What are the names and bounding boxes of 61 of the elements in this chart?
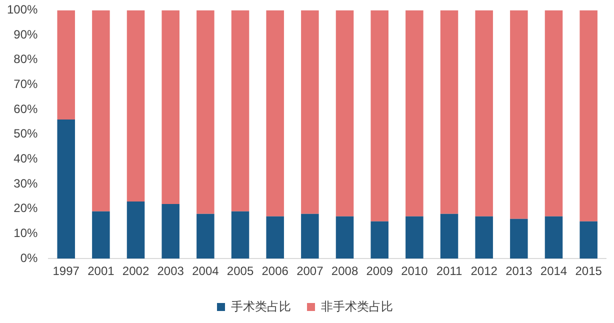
y-tick-label: 60% [14, 102, 38, 116]
x-tick-label: 1997 [52, 264, 80, 278]
bar [406, 10, 424, 216]
bar [57, 119, 75, 259]
bar [370, 10, 388, 222]
bar [266, 10, 284, 216]
x-tick-label: 2015 [575, 264, 602, 278]
legend-label: 非手术类占比 [321, 299, 393, 314]
bar [266, 216, 284, 259]
bar [162, 10, 180, 204]
x-tick-label: 2010 [401, 264, 428, 278]
x-tick-label: 2007 [296, 264, 324, 278]
bar [370, 221, 388, 259]
bar [580, 10, 598, 222]
bar [92, 211, 110, 259]
y-tick-label: 10% [14, 226, 38, 240]
bar [231, 211, 250, 259]
bar [580, 221, 598, 259]
x-tick-label: 2004 [192, 264, 220, 278]
bar [301, 10, 319, 214]
x-tick-label: 2002 [122, 264, 150, 278]
legend-label: 手术类占比 [231, 299, 291, 314]
bar [126, 201, 145, 259]
bar [57, 10, 75, 120]
x-tick-label: 2012 [470, 264, 498, 278]
x-tick-label: 2003 [157, 264, 184, 278]
x-tick-label: 2006 [262, 264, 289, 278]
y-tick-label: 90% [14, 27, 38, 42]
y-tick-label: 100% [6, 2, 38, 17]
x-tick-label: 2005 [226, 264, 254, 278]
y-tick-label: 50% [14, 126, 38, 141]
bar [406, 216, 424, 259]
bar [510, 10, 528, 219]
y-tick-label: 20% [14, 201, 38, 216]
bar [301, 214, 319, 259]
x-tick-label: 2011 [436, 264, 462, 278]
bar [475, 10, 493, 216]
y-tick-label: 30% [14, 176, 38, 190]
bar [475, 216, 493, 259]
bar [544, 10, 563, 216]
bar [440, 214, 458, 259]
bar [440, 10, 458, 214]
y-tick-label: 70% [14, 77, 38, 92]
bar [510, 218, 528, 259]
x-tick-label: 2008 [331, 264, 358, 278]
bar [336, 216, 354, 259]
x-tick-label: 2009 [366, 264, 394, 278]
y-tick-label: 0% [20, 250, 38, 265]
bar [126, 10, 145, 202]
y-tick-label: 80% [14, 52, 38, 66]
x-tick-label: 2013 [506, 264, 533, 278]
bar [196, 10, 214, 214]
bar [544, 216, 563, 259]
x-tick-label: 2014 [540, 264, 568, 278]
bar [196, 214, 214, 259]
x-tick-label: 2001 [88, 264, 115, 278]
bar [336, 10, 354, 216]
bar [231, 10, 250, 212]
bar [92, 10, 110, 212]
bar [162, 204, 180, 259]
y-tick-label: 40% [14, 152, 38, 166]
